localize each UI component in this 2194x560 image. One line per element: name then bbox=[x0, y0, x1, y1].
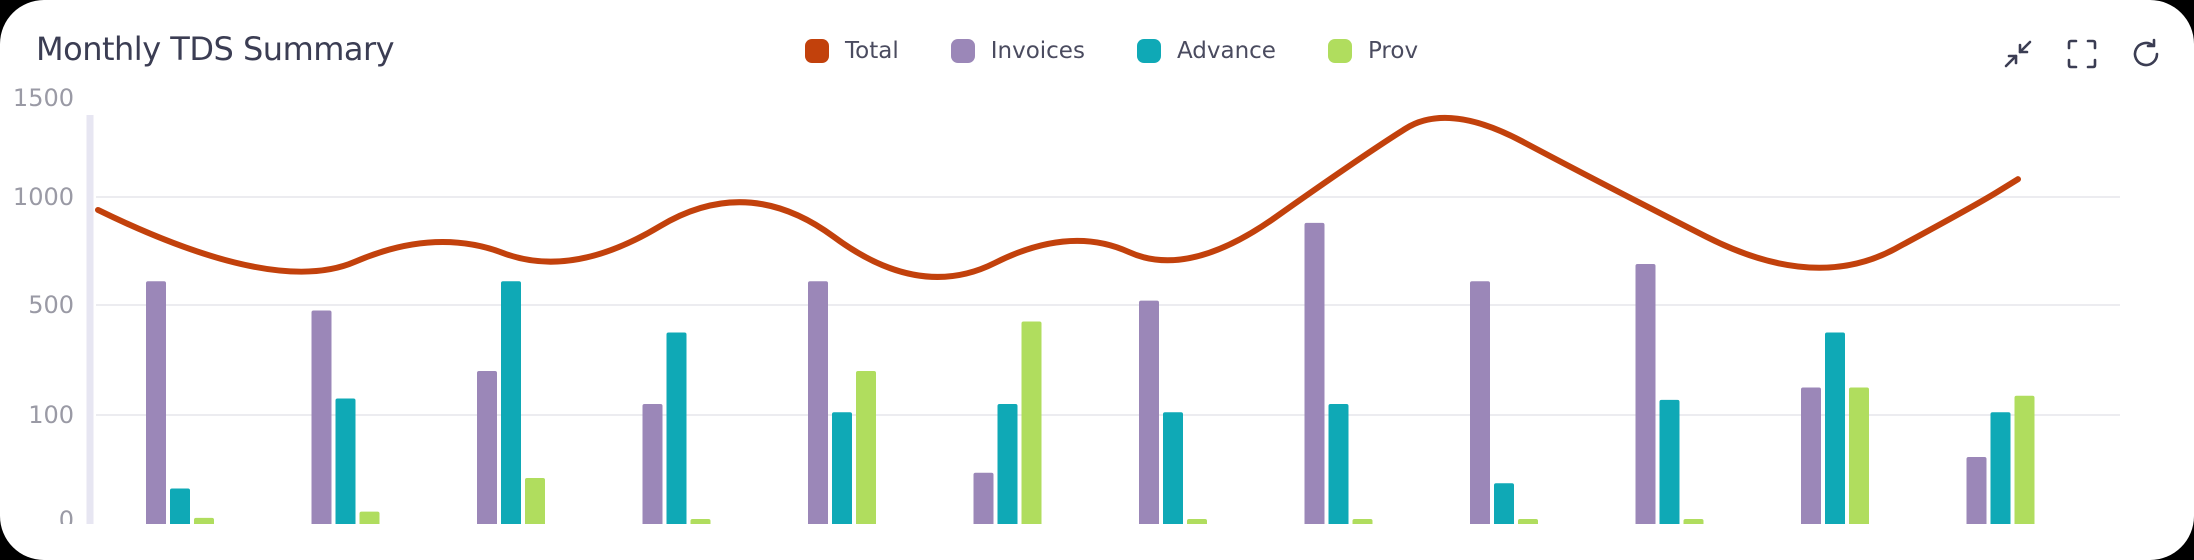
bar-advance bbox=[1494, 483, 1514, 524]
fullscreen-icon[interactable] bbox=[2064, 36, 2100, 72]
bar-invoices bbox=[1470, 281, 1490, 524]
bar-advance bbox=[1825, 332, 1845, 524]
legend-swatch-invoices bbox=[950, 39, 975, 63]
bar-advance bbox=[997, 404, 1018, 524]
legend-item-total[interactable]: Total bbox=[805, 38, 899, 64]
bar-advance bbox=[1990, 412, 2011, 524]
bar-prov bbox=[690, 518, 711, 524]
bar-prov bbox=[1187, 518, 1207, 524]
y-tick-label: 1000 bbox=[13, 183, 74, 211]
chart-legend: Total Invoices Advance Prov bbox=[805, 38, 1470, 64]
bar-prov bbox=[194, 517, 214, 524]
bar-invoices bbox=[146, 281, 166, 524]
bar-invoices bbox=[1139, 300, 1159, 524]
bar-invoices bbox=[973, 472, 994, 524]
y-tick-label: 500 bbox=[28, 291, 74, 319]
bar-advance bbox=[170, 488, 190, 524]
bar-prov bbox=[1683, 518, 1704, 524]
bar-prov bbox=[2014, 395, 2035, 524]
chart-title: Monthly TDS Summary bbox=[36, 30, 395, 68]
refresh-icon[interactable] bbox=[2128, 36, 2164, 72]
bar-prov bbox=[1021, 321, 1042, 524]
bar-advance bbox=[1659, 399, 1680, 524]
collapse-icon[interactable] bbox=[2000, 36, 2036, 72]
bar-invoices bbox=[1635, 263, 1656, 524]
y-tick-label: 1500 bbox=[13, 84, 74, 112]
bar-invoices bbox=[642, 404, 663, 524]
bar-prov bbox=[1518, 518, 1538, 524]
legend-label-advance: Advance bbox=[1176, 38, 1276, 64]
line-total bbox=[95, 114, 2021, 280]
legend-label-invoices: Invoices bbox=[990, 38, 1085, 64]
bar-invoices bbox=[1966, 457, 1987, 524]
bar-invoices bbox=[808, 281, 828, 524]
bar-invoices bbox=[1304, 222, 1325, 524]
legend-item-invoices[interactable]: Invoices bbox=[950, 38, 1085, 64]
chart-plot: 0 100 500 1000 1500 bbox=[13, 84, 2120, 524]
bar-advance bbox=[335, 398, 356, 524]
y-tick-label: 100 bbox=[28, 401, 74, 429]
legend-swatch-prov bbox=[1327, 39, 1352, 63]
bar-advance bbox=[1328, 404, 1349, 524]
bar-prov bbox=[1352, 518, 1373, 524]
bar-advance bbox=[501, 281, 521, 524]
legend-swatch-total bbox=[805, 39, 829, 63]
bar-prov bbox=[1849, 387, 1869, 524]
bar-invoices bbox=[1801, 387, 1821, 524]
bar-advance bbox=[666, 332, 687, 524]
bar-advance bbox=[832, 412, 852, 524]
legend-item-prov[interactable]: Prov bbox=[1327, 38, 1419, 64]
bar-prov bbox=[856, 371, 876, 524]
legend-item-advance[interactable]: Advance bbox=[1136, 38, 1276, 64]
bar-prov bbox=[525, 478, 545, 524]
bar-invoices bbox=[311, 310, 332, 524]
legend-label-total: Total bbox=[845, 38, 899, 64]
legend-swatch-advance bbox=[1136, 39, 1161, 63]
bar-advance bbox=[1163, 412, 1183, 524]
chart-toolbar bbox=[1972, 36, 2164, 72]
y-tick-label: 0 bbox=[59, 506, 74, 524]
legend-label-prov: Prov bbox=[1367, 38, 1419, 64]
bar-invoices bbox=[477, 371, 497, 524]
bar-prov bbox=[359, 511, 380, 524]
